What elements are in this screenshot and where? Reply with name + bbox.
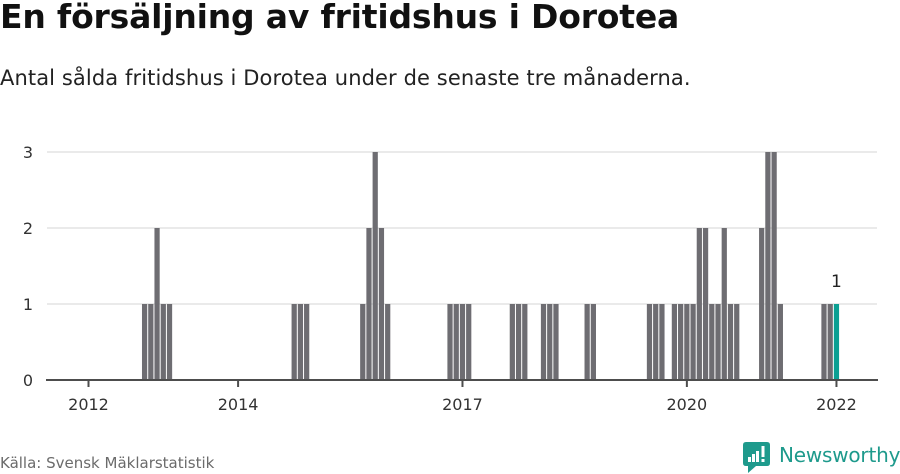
bar <box>160 304 166 380</box>
bar <box>709 304 715 380</box>
bar <box>378 228 385 380</box>
bar <box>759 228 765 380</box>
x-axis-ticks: 2012 2014 2017 2020 2022 <box>68 380 857 414</box>
bar <box>141 304 148 380</box>
bar <box>297 304 304 380</box>
bars <box>141 152 840 380</box>
y-tick-label: 1 <box>23 295 33 314</box>
bar <box>653 304 659 380</box>
chart-title: En försäljning av fritidshus i Dorotea <box>0 0 680 36</box>
brand-logo: Newsworthy <box>743 440 900 474</box>
gridlines <box>47 151 877 305</box>
bar <box>696 228 702 380</box>
bar <box>459 304 466 380</box>
y-tick-label: 0 <box>23 371 33 390</box>
bar <box>148 304 154 380</box>
bar <box>659 304 665 380</box>
bar <box>166 304 173 380</box>
bar <box>553 304 559 380</box>
bar <box>360 304 366 380</box>
annotations: 1 <box>831 272 842 292</box>
bar <box>466 304 472 380</box>
source-note: Källa: Svensk Mäklarstatistik <box>0 454 215 472</box>
bar <box>727 304 734 380</box>
y-tick-label: 3 <box>23 143 33 162</box>
bar <box>777 304 783 380</box>
bar <box>540 304 547 380</box>
bar <box>584 304 590 380</box>
bar <box>590 304 596 380</box>
bar <box>821 304 827 380</box>
x-tick-label: 2017 <box>442 395 483 414</box>
y-tick-label: 2 <box>23 219 33 238</box>
bar <box>372 152 378 380</box>
bar <box>154 228 160 380</box>
bar <box>765 152 771 380</box>
newsworthy-logo-icon <box>743 442 770 473</box>
bar <box>366 228 372 380</box>
bar <box>678 304 684 380</box>
bar <box>547 304 553 380</box>
y-axis-ticks: 0 1 2 3 <box>23 143 33 390</box>
bar <box>509 304 515 380</box>
bar-highlighted <box>833 304 840 380</box>
bar <box>646 304 653 380</box>
brand-name: Newsworthy <box>779 443 900 467</box>
bar <box>291 304 297 380</box>
x-tick-label: 2020 <box>667 395 708 414</box>
bar <box>715 304 721 380</box>
bar <box>702 228 709 380</box>
bar <box>671 304 678 380</box>
bar <box>684 304 690 380</box>
bar <box>304 304 310 380</box>
x-tick-label: 2022 <box>816 395 857 414</box>
bar <box>734 304 740 380</box>
bar <box>385 304 391 380</box>
bar <box>453 304 459 380</box>
bar <box>690 304 696 380</box>
bar <box>447 304 453 380</box>
bar <box>515 304 522 380</box>
x-tick-label: 2012 <box>68 395 109 414</box>
bar <box>721 228 727 380</box>
bar <box>771 152 777 380</box>
bar <box>827 304 833 380</box>
highlight-value-label: 1 <box>831 272 842 292</box>
x-tick-label: 2014 <box>218 395 259 414</box>
bar <box>522 304 528 380</box>
chart-subtitle: Antal sålda fritidshus i Dorotea under d… <box>0 66 691 90</box>
